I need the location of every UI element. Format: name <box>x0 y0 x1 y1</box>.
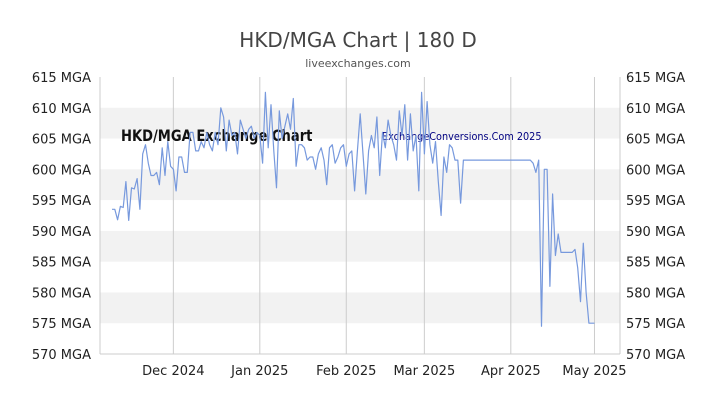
x-tick-label: Jan 2025 <box>230 364 288 379</box>
y-tick-label-left: 610 MGA <box>32 102 91 117</box>
y-tick-label-left: 615 MGA <box>32 71 91 86</box>
x-tick-label: Mar 2025 <box>393 364 455 379</box>
y-tick-label-right: 600 MGA <box>626 163 685 178</box>
vertical-gridlines <box>172 77 595 354</box>
y-tick-label-left: 585 MGA <box>32 256 91 271</box>
y-axis-right: 615 MGA 610 MGA 605 MGA 600 MGA 595 MGA 590 M… <box>626 71 685 363</box>
y-tick-label-left: 595 MGA <box>32 194 91 209</box>
chart-title: HKD/MGA Chart | 180 D <box>239 28 476 52</box>
y-tick-label-right: 585 MGA <box>626 256 685 271</box>
x-tick-label: May 2025 <box>562 364 626 379</box>
y-tick-label-left: 580 MGA <box>32 286 91 301</box>
series-group <box>112 91 595 327</box>
y-tick-label-left: 600 MGA <box>32 163 91 178</box>
background-bands <box>99 77 621 355</box>
y-tick-label-right: 580 MGA <box>626 286 685 301</box>
y-tick-label-right: 590 MGA <box>626 225 685 240</box>
x-tick-label: Apr 2025 <box>481 364 541 379</box>
grid-band <box>100 292 620 324</box>
x-tick-label: Feb 2025 <box>316 364 376 379</box>
grid-band <box>100 230 620 262</box>
y-tick-label-right: 615 MGA <box>626 71 685 86</box>
y-axis-left: 615 MGA 610 MGA 605 MGA 600 MGA 595 MGA 590 M… <box>32 71 91 363</box>
series-line <box>112 91 595 327</box>
watermark-right: ExchangeConversions.Com 2025 <box>382 130 541 143</box>
grid-band <box>100 169 620 201</box>
x-axis: Dec 2024 Jan 2025 Feb 2025 Mar 2025 Apr 2025… <box>142 364 626 379</box>
y-tick-label-right: 610 MGA <box>626 102 685 117</box>
watermark-left: HKD/MGA Exchange Chart <box>121 127 312 146</box>
y-tick-label-left: 590 MGA <box>32 225 91 240</box>
y-tick-label-left: 575 MGA <box>32 317 91 332</box>
chart-subtitle: liveexchanges.com <box>305 57 410 70</box>
x-tick-label: Dec 2024 <box>142 364 204 379</box>
y-tick-label-right: 595 MGA <box>626 194 685 209</box>
y-tick-label-right: 605 MGA <box>626 133 685 148</box>
y-tick-label-right: 575 MGA <box>626 317 685 332</box>
y-tick-label-right: 570 MGA <box>626 348 685 363</box>
y-tick-label-left: 605 MGA <box>32 133 91 148</box>
y-tick-label-left: 570 MGA <box>32 348 91 363</box>
